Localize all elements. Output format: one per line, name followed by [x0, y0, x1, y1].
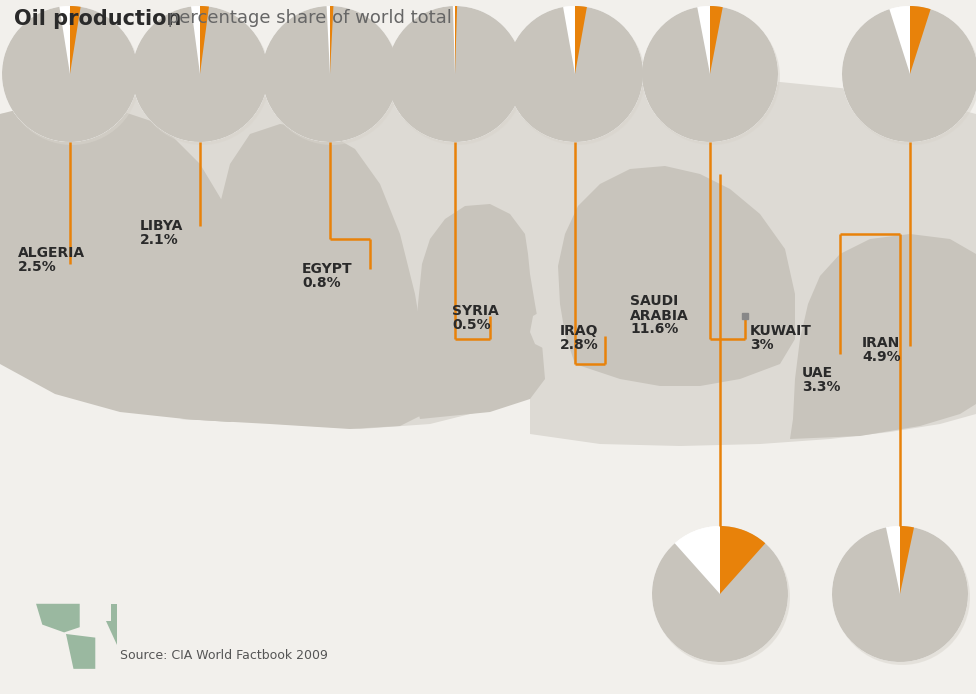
Circle shape [2, 6, 138, 142]
Text: LIBYA: LIBYA [140, 219, 183, 233]
Wedge shape [575, 6, 587, 74]
Circle shape [2, 6, 138, 142]
Circle shape [4, 9, 140, 145]
Wedge shape [132, 6, 268, 142]
Circle shape [387, 6, 523, 142]
Circle shape [652, 526, 788, 662]
Circle shape [134, 9, 270, 145]
Wedge shape [842, 6, 976, 142]
Wedge shape [455, 6, 457, 74]
Text: 2.1%: 2.1% [140, 233, 179, 247]
Wedge shape [262, 6, 398, 142]
Circle shape [834, 529, 970, 665]
Polygon shape [66, 634, 96, 669]
Circle shape [262, 6, 398, 142]
Text: 4.9%: 4.9% [862, 350, 901, 364]
Circle shape [132, 6, 268, 142]
Text: ALGERIA: ALGERIA [18, 246, 85, 260]
Polygon shape [0, 104, 270, 422]
Wedge shape [832, 526, 968, 662]
Text: IRAQ: IRAQ [560, 324, 598, 338]
Circle shape [644, 9, 780, 145]
Wedge shape [642, 6, 778, 142]
Circle shape [264, 9, 400, 145]
Polygon shape [36, 604, 80, 632]
Polygon shape [180, 124, 430, 429]
Wedge shape [200, 6, 209, 74]
Wedge shape [710, 6, 723, 74]
Text: EGYPT: EGYPT [302, 262, 352, 276]
Wedge shape [330, 6, 334, 74]
Wedge shape [910, 6, 930, 74]
Polygon shape [415, 204, 545, 419]
Circle shape [842, 6, 976, 142]
Wedge shape [70, 6, 81, 74]
Circle shape [262, 6, 398, 142]
Text: IRAN: IRAN [862, 336, 900, 350]
Polygon shape [790, 234, 976, 439]
Circle shape [832, 526, 968, 662]
Circle shape [844, 9, 976, 145]
Polygon shape [111, 604, 142, 622]
Bar [130, 614, 161, 632]
Polygon shape [106, 622, 148, 659]
Polygon shape [142, 604, 208, 638]
Text: SAUDI
ARABIA: SAUDI ARABIA [630, 294, 689, 323]
Circle shape [654, 529, 790, 665]
Circle shape [509, 9, 645, 145]
Text: 2.5%: 2.5% [18, 260, 57, 274]
Wedge shape [900, 526, 914, 594]
Polygon shape [530, 149, 976, 446]
Text: percentage share of world total: percentage share of world total [162, 9, 452, 27]
Wedge shape [720, 526, 765, 594]
Polygon shape [0, 74, 976, 429]
Circle shape [652, 526, 788, 662]
Wedge shape [507, 6, 643, 142]
Circle shape [642, 6, 778, 142]
Text: 3%: 3% [750, 338, 774, 352]
Wedge shape [387, 6, 523, 142]
Text: 2.8%: 2.8% [560, 338, 598, 352]
Text: Source: CIA World Factbook 2009: Source: CIA World Factbook 2009 [120, 649, 328, 662]
Polygon shape [530, 309, 565, 354]
Wedge shape [652, 526, 788, 662]
Circle shape [832, 526, 968, 662]
Polygon shape [188, 648, 211, 662]
Text: UAE: UAE [802, 366, 834, 380]
Circle shape [842, 6, 976, 142]
Text: KUWAIT: KUWAIT [750, 324, 812, 338]
Circle shape [387, 6, 523, 142]
Circle shape [132, 6, 268, 142]
Text: 3.3%: 3.3% [802, 380, 840, 394]
Circle shape [642, 6, 778, 142]
Text: 0.8%: 0.8% [302, 276, 341, 290]
Text: Oil production: Oil production [14, 9, 182, 29]
Polygon shape [558, 166, 795, 386]
Circle shape [507, 6, 643, 142]
Text: 0.5%: 0.5% [452, 318, 491, 332]
Wedge shape [2, 6, 138, 142]
Text: SYRIA: SYRIA [452, 304, 499, 318]
Circle shape [389, 9, 525, 145]
Text: 11.6%: 11.6% [630, 322, 678, 336]
Circle shape [507, 6, 643, 142]
